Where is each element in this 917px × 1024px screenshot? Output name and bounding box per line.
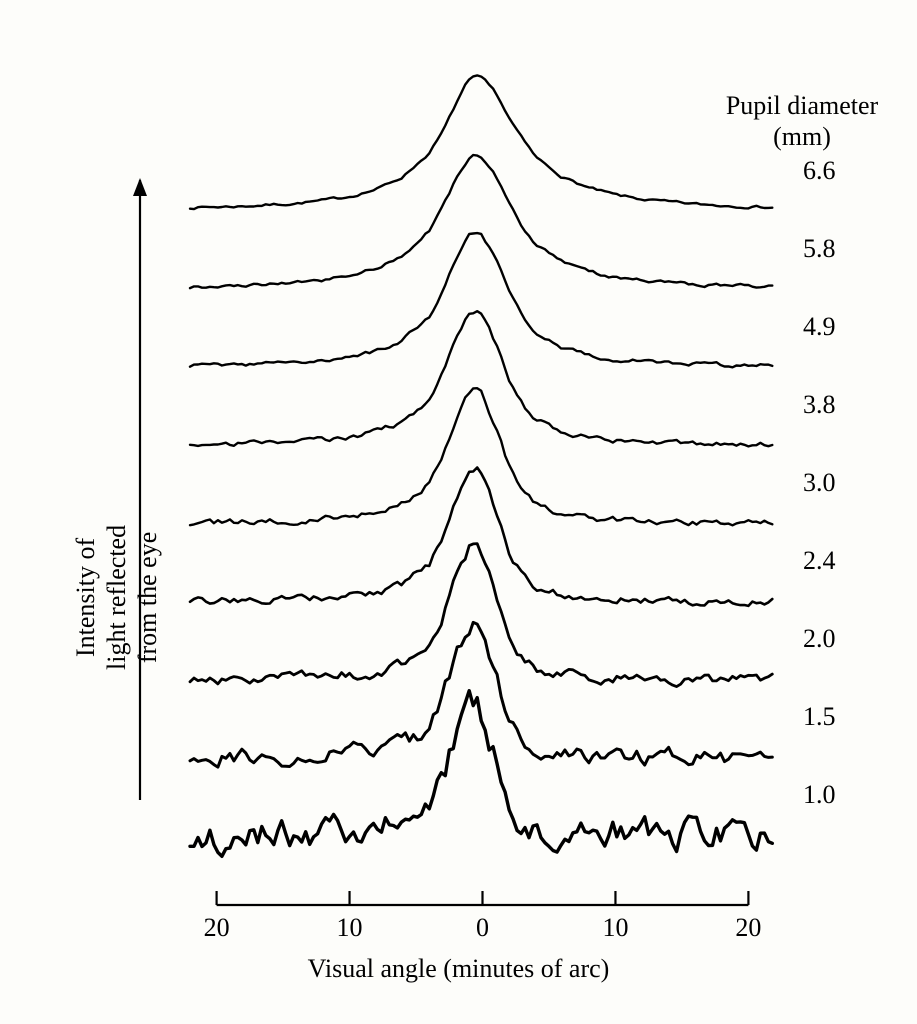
- series-label: 1.5: [803, 702, 836, 732]
- x-axis-tick-label: 10: [337, 913, 363, 943]
- series-curve: [190, 75, 772, 209]
- series-label: 4.9: [803, 312, 836, 342]
- series-curve: [190, 622, 772, 767]
- y-axis-arrow: [133, 178, 147, 800]
- y-axis-label-line1: Intensity of: [70, 525, 101, 670]
- series-curve: [190, 691, 772, 857]
- series-curve: [190, 468, 772, 606]
- series-curve: [190, 155, 772, 288]
- y-axis-label: Intensity of light reflected from the ey…: [70, 525, 164, 670]
- x-axis-tick-label: 10: [602, 913, 628, 943]
- series-label: 2.4: [803, 546, 836, 576]
- chart-svg: [0, 0, 917, 1024]
- series-header-line2: (mm): [773, 122, 831, 151]
- x-axis-tick-label: 20: [204, 913, 230, 943]
- y-axis-label-line2: light reflected: [101, 525, 132, 670]
- x-axis-tick-label: 20: [735, 913, 761, 943]
- series-label: 1.0: [803, 780, 836, 810]
- series-curve: [190, 388, 772, 525]
- x-axis-tick-label: 0: [476, 913, 489, 943]
- series-curve: [190, 311, 772, 446]
- series-label: 2.0: [803, 624, 836, 654]
- series-header-line1: Pupil diameter: [726, 91, 878, 120]
- series-header: Pupil diameter (mm): [707, 90, 897, 152]
- series-curve: [190, 233, 772, 367]
- y-axis-label-line3: from the eye: [132, 525, 163, 670]
- series-label: 6.6: [803, 156, 836, 186]
- series-label: 3.0: [803, 468, 836, 498]
- series-label: 3.8: [803, 390, 836, 420]
- x-axis-label: Visual angle (minutes of arc): [0, 954, 917, 984]
- series-curve: [190, 544, 772, 687]
- series-label: 5.8: [803, 234, 836, 264]
- line-spread-chart: Intensity of light reflected from the ey…: [0, 0, 917, 1024]
